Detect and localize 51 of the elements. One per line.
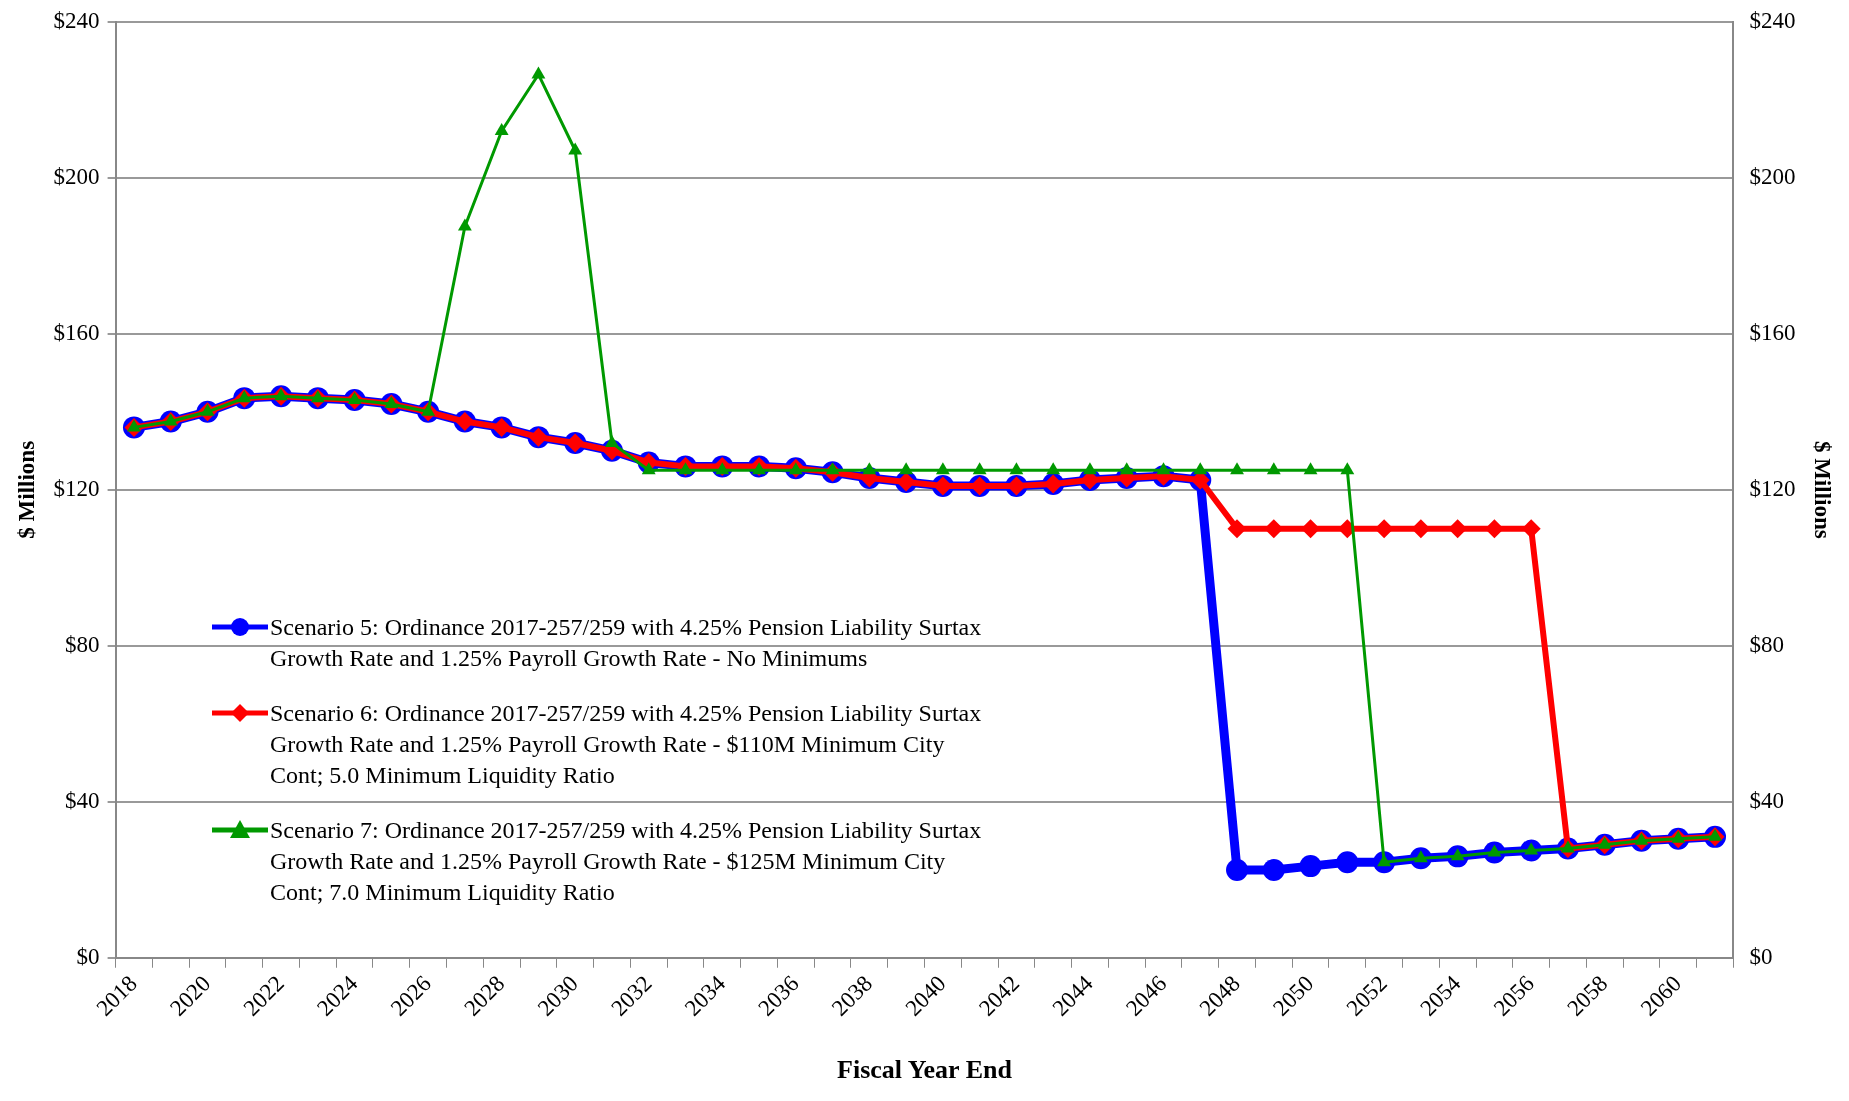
point xyxy=(1227,519,1247,539)
point xyxy=(899,462,914,475)
point xyxy=(494,123,509,135)
y2-tick-label: $120 xyxy=(1749,475,1796,501)
point xyxy=(1230,462,1244,475)
y-tick-label: $40 xyxy=(65,787,100,813)
point xyxy=(1119,462,1134,475)
y-axis-title: $ Millions xyxy=(13,440,39,539)
point xyxy=(568,142,583,155)
y-tick-label: $200 xyxy=(53,163,100,189)
point xyxy=(1448,519,1468,539)
point xyxy=(1262,859,1285,882)
point xyxy=(605,434,619,447)
point xyxy=(1156,462,1171,475)
point xyxy=(935,462,950,475)
point xyxy=(862,462,877,475)
point xyxy=(1266,462,1281,475)
y2-tick-label: $40 xyxy=(1749,787,1784,813)
point xyxy=(1193,462,1208,475)
y2-tick-label: $240 xyxy=(1749,7,1796,33)
legend-label: Scenario 7: Ordinance 2017-257/259 with 4.25% Pension Liability Surtax Growth Rate and 1.25% Payroll Growth Rate - $125M Minimum City Cont; 7.0 Minimum Liquidity Ratio xyxy=(270,816,983,907)
y2-tick-label: $80 xyxy=(1749,631,1784,657)
y-tick-label: $80 xyxy=(65,631,100,657)
point xyxy=(1336,851,1359,874)
point xyxy=(1303,462,1318,475)
point xyxy=(1340,462,1355,475)
y2-tick-label: $200 xyxy=(1749,163,1796,189)
point xyxy=(1009,462,1024,475)
point xyxy=(1484,519,1504,539)
point xyxy=(1083,462,1097,475)
point xyxy=(457,218,472,231)
point xyxy=(972,462,987,475)
x-axis-title: Fiscal Year End xyxy=(837,1055,1013,1085)
point xyxy=(1264,519,1284,539)
y2-tick-label: $160 xyxy=(1749,319,1796,345)
point xyxy=(1301,519,1321,539)
point xyxy=(1046,462,1061,475)
point xyxy=(1299,855,1322,878)
y2-axis-title: $ Millions xyxy=(1810,440,1836,539)
point xyxy=(1226,859,1249,882)
y-tick-label: $0 xyxy=(76,943,100,969)
point xyxy=(531,66,546,79)
y-tick-label: $240 xyxy=(53,7,100,33)
legend-label: Scenario 6: Ordinance 2017-257/259 with 4.25% Pension Liability Surtax Growth Rate and 1.25% Payroll Growth Rate - $110M Minimum City Cont; 5.0 Minimum Liquidity Ratio xyxy=(270,699,983,790)
legend-label: Scenario 5: Ordinance 2017-257/259 with 4.25% Pension Liability Surtax Growth Rate and 1.25% Payroll Growth Rate - No Minimums xyxy=(270,613,983,673)
point xyxy=(1521,519,1541,539)
point xyxy=(1374,519,1394,539)
point xyxy=(1411,519,1431,539)
y-tick-label: $120 xyxy=(53,475,100,501)
y2-tick-label: $0 xyxy=(1749,943,1773,969)
y-tick-label: $160 xyxy=(53,319,100,345)
